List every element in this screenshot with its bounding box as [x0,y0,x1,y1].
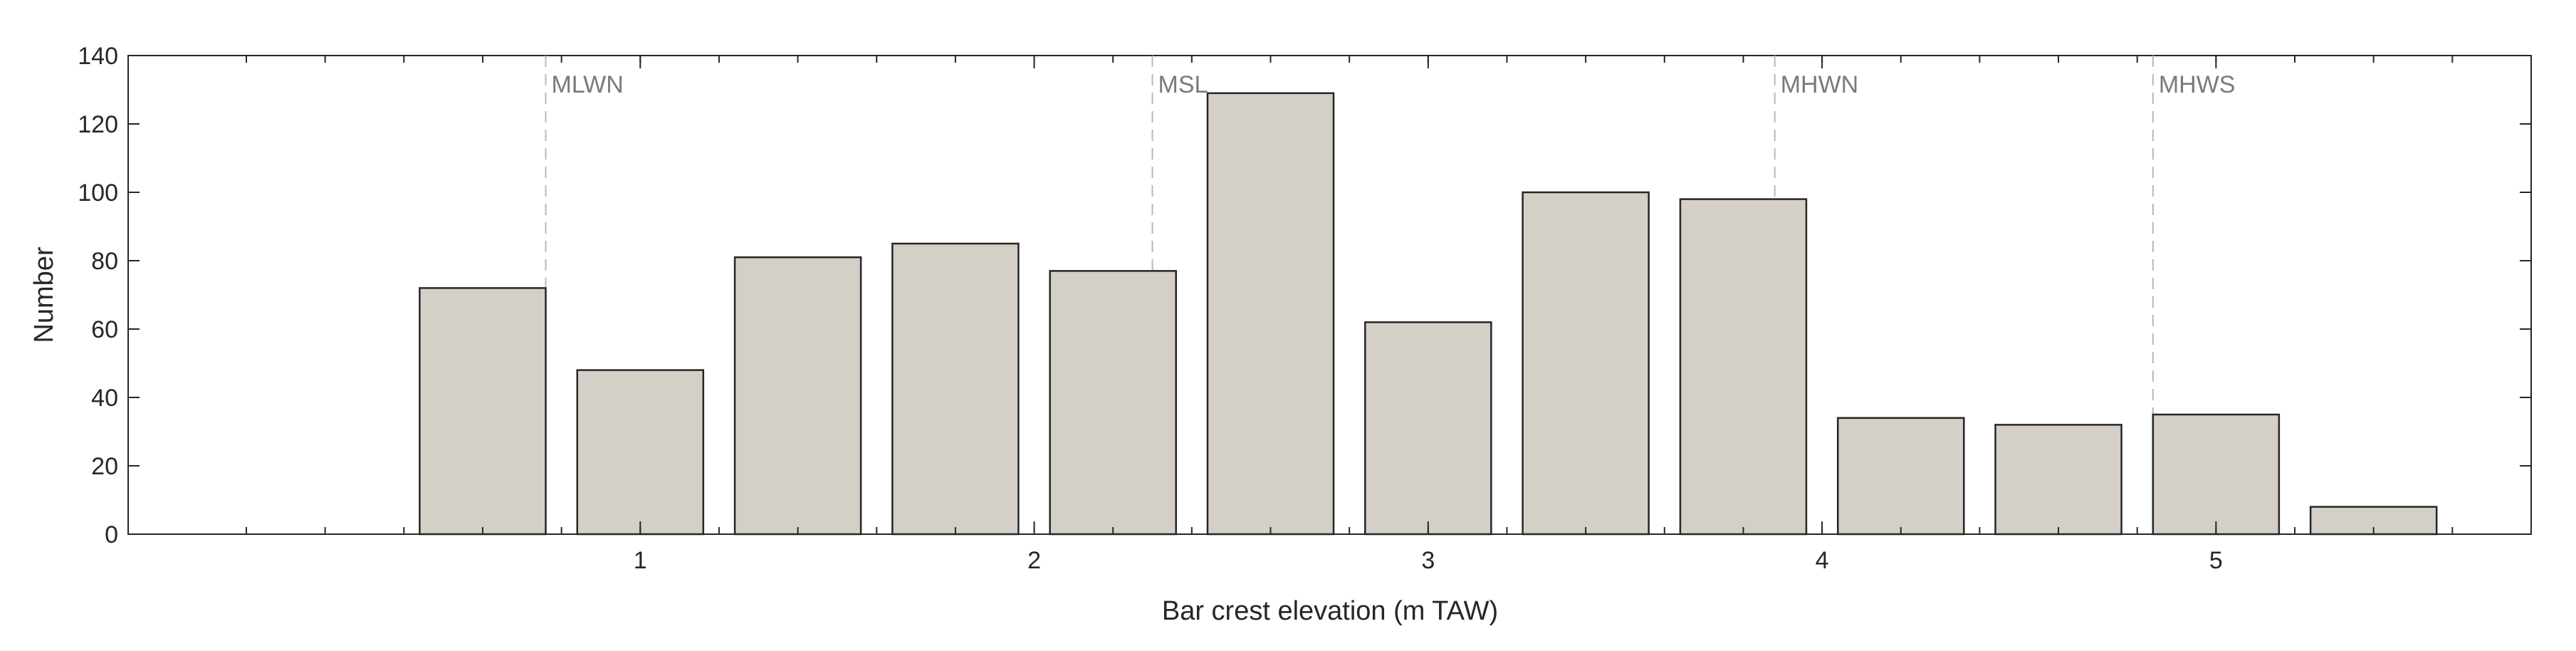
y-tick-label: 100 [78,179,118,207]
x-axis-title: Bar crest elevation (m TAW) [1162,596,1498,626]
reference-lines: MLWN MSL MHWN MHWS [545,56,2236,534]
reference-label-mhwn: MHWN [1781,71,1859,98]
x-tick-label: 1 [634,547,647,574]
bar [419,287,547,536]
bar [1836,417,1965,536]
bar [733,256,862,536]
bars [419,92,2438,536]
bar [1679,198,1808,536]
y-axis-title: Number [29,246,59,343]
y-tick-label: 0 [105,521,118,548]
y-tick-label: 80 [91,248,118,275]
bar [1522,191,1650,536]
reference-label-mlwn: MLWN [551,71,623,98]
x-tick-label: 3 [1421,547,1435,574]
y-tick-label: 60 [91,316,118,343]
x-tick-label: 4 [1816,547,1829,574]
x-tick-label: 5 [2209,547,2223,574]
bar [1364,321,1492,536]
x-tick-label: 2 [1027,547,1041,574]
bar [576,369,705,536]
bar [1206,92,1335,536]
bar [2152,413,2281,536]
y-tick-label: 20 [91,453,118,480]
y-tick-label: 140 [78,43,118,70]
reference-label-mhws: MHWS [2159,71,2236,98]
x-axis-ticks: 1 2 3 4 5 [245,56,2454,574]
y-tick-label: 40 [91,385,118,412]
y-axis-ticks: 0 20 40 60 80 100 120 140 [78,43,2531,548]
bar [891,242,1020,536]
bar [1994,424,2122,536]
reference-label-msl: MSL [1158,71,1208,98]
bar [1049,270,1177,536]
y-tick-label: 120 [78,111,118,138]
